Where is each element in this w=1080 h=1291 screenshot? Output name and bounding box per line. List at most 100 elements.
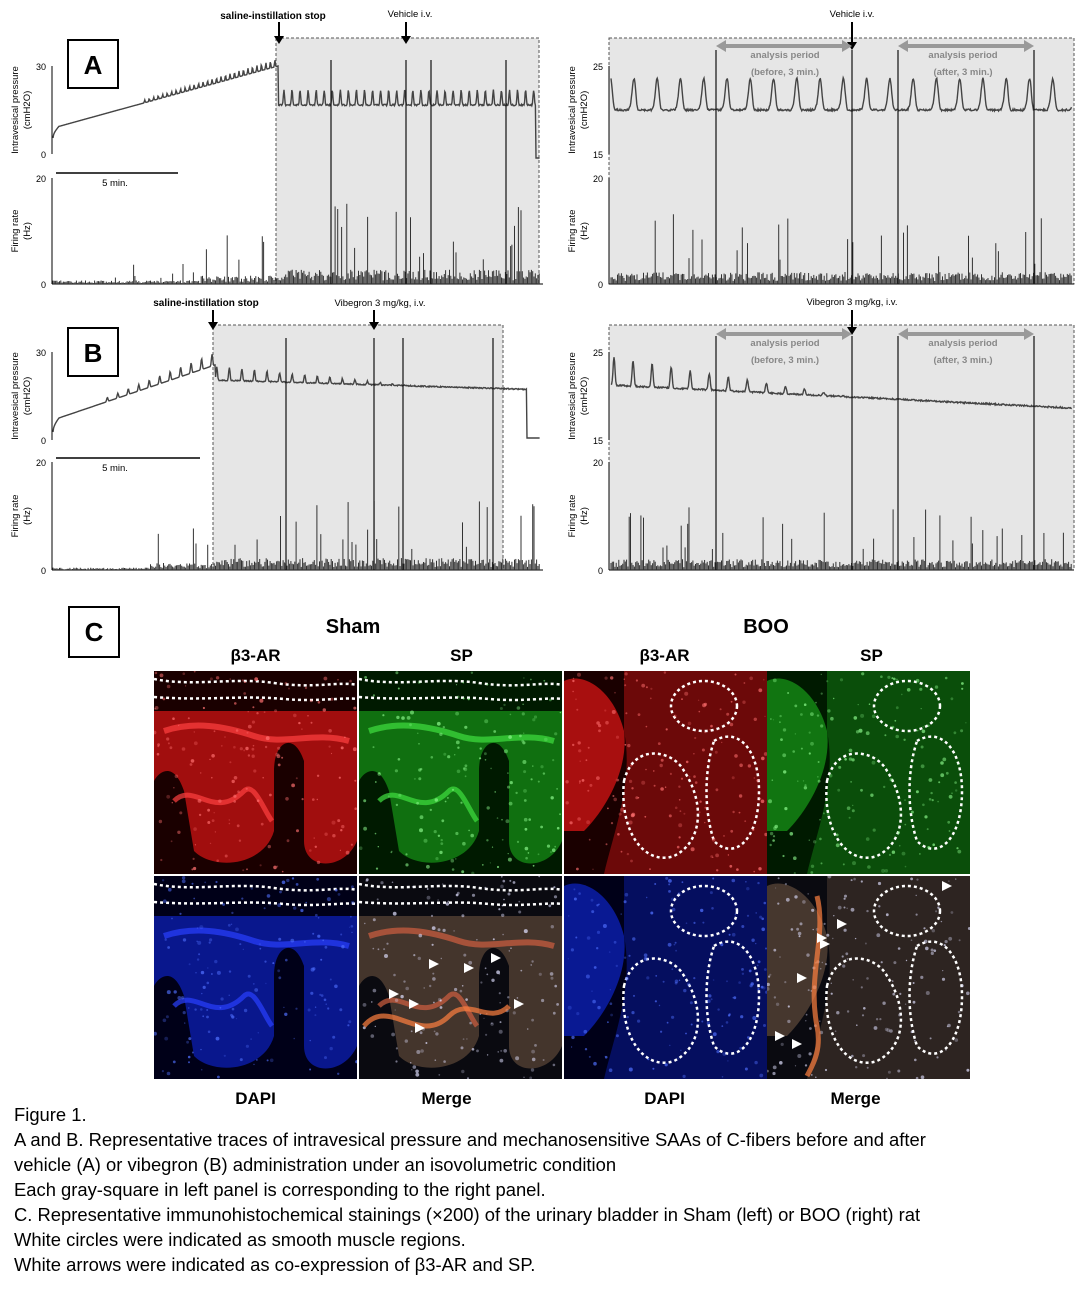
cell-nucleus	[154, 671, 158, 675]
cell-nucleus	[501, 913, 505, 917]
cell-nucleus	[243, 1008, 248, 1013]
cell-nucleus	[524, 827, 528, 831]
cell-nucleus	[720, 943, 724, 947]
cell-nucleus	[166, 990, 171, 995]
cell-nucleus	[489, 862, 491, 864]
cell-nucleus	[706, 1021, 711, 1025]
cell-nucleus	[682, 1074, 686, 1078]
cell-nucleus	[920, 1075, 925, 1079]
cell-nucleus	[496, 817, 499, 819]
cell-nucleus	[826, 812, 830, 816]
cell-nucleus	[329, 978, 332, 981]
cell-nucleus	[614, 691, 616, 694]
cell-nucleus	[961, 687, 964, 690]
cell-nucleus	[817, 761, 820, 763]
cell-nucleus	[631, 787, 634, 790]
cell-nucleus	[433, 1001, 435, 1004]
cell-nucleus	[950, 911, 954, 914]
cell-nucleus	[608, 1068, 613, 1072]
cell-nucleus	[419, 828, 423, 833]
cell-nucleus	[365, 878, 369, 882]
cell-nucleus	[467, 698, 470, 701]
analysis-gray-region	[275, 37, 540, 285]
cell-nucleus	[567, 1005, 572, 1010]
cell-nucleus	[924, 815, 928, 819]
cell-nucleus	[516, 840, 520, 843]
cell-nucleus	[269, 903, 271, 906]
cell-nucleus	[496, 865, 500, 869]
cell-nucleus	[419, 815, 424, 820]
coexpression-arrow-icon	[792, 1039, 802, 1049]
cell-nucleus	[437, 834, 441, 837]
cell-nucleus	[499, 1002, 501, 1004]
cell-nucleus	[531, 1018, 534, 1022]
cell-nucleus	[759, 915, 763, 919]
cell-nucleus	[787, 692, 790, 694]
cell-nucleus	[925, 991, 930, 995]
cell-nucleus	[878, 905, 881, 908]
cell-nucleus	[265, 736, 270, 741]
cell-nucleus	[654, 1000, 657, 1003]
cell-nucleus	[715, 788, 719, 792]
cell-nucleus	[604, 1055, 606, 1058]
cell-nucleus	[805, 1020, 807, 1022]
cell-nucleus	[554, 732, 558, 736]
cell-nucleus	[887, 675, 891, 679]
cell-nucleus	[678, 785, 681, 788]
cell-nucleus	[295, 883, 299, 886]
cell-nucleus	[768, 799, 772, 804]
cell-nucleus	[585, 974, 590, 979]
cell-nucleus	[728, 933, 731, 936]
cell-nucleus	[865, 731, 870, 736]
cell-nucleus	[709, 728, 711, 731]
cell-nucleus	[324, 945, 328, 949]
cell-nucleus	[187, 1055, 191, 1059]
cell-nucleus	[746, 914, 750, 917]
cell-nucleus	[236, 824, 240, 828]
tissue-region	[359, 916, 562, 1069]
cell-nucleus	[794, 733, 797, 735]
cell-nucleus	[260, 822, 264, 826]
cell-nucleus	[602, 924, 607, 928]
cell-nucleus	[851, 809, 855, 813]
cell-nucleus	[946, 1025, 949, 1028]
cell-nucleus	[693, 977, 696, 980]
cell-nucleus	[877, 881, 882, 886]
cell-nucleus	[844, 758, 847, 761]
cell-nucleus	[948, 880, 950, 882]
cell-nucleus	[395, 803, 399, 807]
cell-nucleus	[252, 983, 255, 985]
cell-nucleus	[746, 887, 750, 891]
cell-nucleus	[856, 1024, 858, 1026]
cell-nucleus	[537, 780, 540, 783]
smooth-muscle-outline	[359, 677, 562, 702]
cell-nucleus	[697, 699, 700, 701]
cell-nucleus	[590, 898, 594, 902]
cell-nucleus	[794, 895, 798, 899]
cell-nucleus	[377, 846, 379, 848]
pressure-tick-top: 30	[36, 62, 46, 72]
cell-nucleus	[596, 904, 599, 907]
cell-nucleus	[916, 729, 919, 732]
firing-axis-label: Firing rate (Hz)	[567, 210, 590, 253]
cell-nucleus	[915, 1076, 919, 1079]
cell-nucleus	[577, 741, 581, 745]
cell-nucleus	[420, 767, 423, 771]
cell-nucleus	[940, 773, 945, 778]
cell-nucleus	[702, 921, 705, 924]
cell-nucleus	[434, 798, 438, 802]
cell-nucleus	[437, 899, 439, 901]
cell-nucleus	[910, 877, 913, 881]
cell-nucleus	[895, 678, 898, 681]
cell-nucleus	[587, 746, 590, 749]
cell-nucleus	[493, 730, 497, 733]
cell-nucleus	[630, 859, 633, 863]
figure-caption: Figure 1. A and B. Representative traces…	[14, 1102, 1074, 1277]
cell-nucleus	[665, 876, 669, 880]
tissue-region	[807, 876, 970, 1079]
cell-nucleus	[605, 720, 609, 725]
cell-nucleus	[732, 810, 735, 814]
cell-nucleus	[871, 714, 876, 719]
cell-nucleus	[698, 811, 701, 814]
cell-nucleus	[915, 790, 919, 794]
